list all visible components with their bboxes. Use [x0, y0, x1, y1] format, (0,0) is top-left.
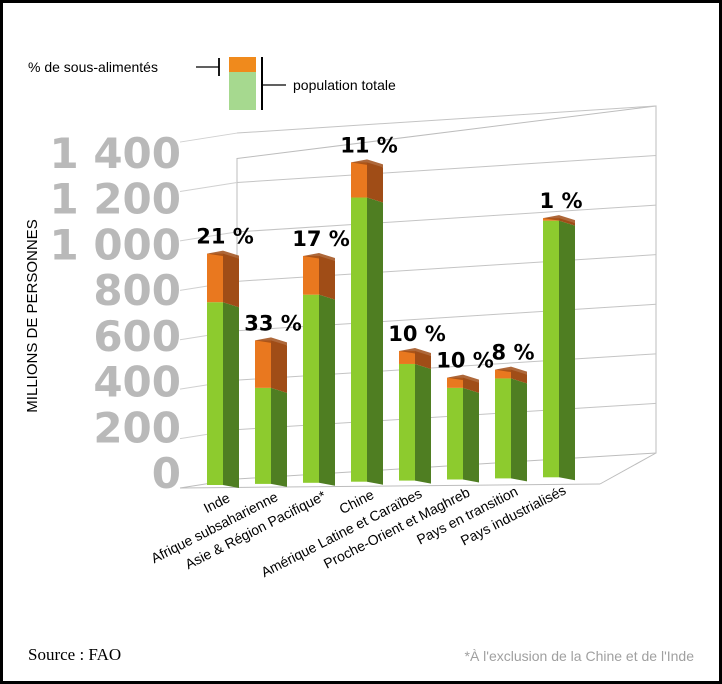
legend-swatch-population [229, 72, 256, 110]
grid-floor-front [179, 483, 601, 489]
bar-value-label: 8 % [492, 341, 535, 365]
bar-population-side [223, 302, 239, 488]
bar-population-front [303, 294, 319, 483]
bar-population-side [271, 387, 287, 487]
bar-population-front [351, 197, 367, 482]
bar-top-cap [207, 250, 239, 259]
bar-population-front [255, 387, 271, 484]
bar-value-label: 17 % [292, 227, 350, 251]
bar-top-cap [495, 366, 527, 375]
bar-population-side [511, 378, 527, 482]
bar-undernourished-side [367, 162, 383, 203]
grid-line [236, 204, 657, 233]
bar-undernourished-side [271, 340, 287, 393]
bar-undernourished-front [255, 340, 271, 388]
legend: % de sous-alimentés population totale [28, 57, 396, 110]
bars [207, 159, 575, 488]
legend-label-undernourished: % de sous-alimentés [28, 59, 158, 75]
bar-top-cap [303, 253, 335, 262]
bar-labels: 21 %33 %17 %11 %10 %10 %8 %1 % [196, 133, 582, 372]
bar-undernourished-side [223, 253, 239, 308]
source-note: Source : FAO [28, 645, 122, 664]
y-axis-label: MILLIONS DE PERSONNES [24, 219, 41, 412]
bar-value-label: 21 % [196, 225, 254, 249]
bar-top-cap [351, 159, 383, 168]
bar-population-side [319, 294, 335, 486]
grid-back-panel [236, 105, 657, 480]
bar-population-front [495, 378, 511, 479]
legend-label-population: population totale [293, 77, 396, 93]
footnote: *À l'exclusion de la Chine et de l'Inde [464, 648, 695, 664]
grid-side-line [179, 231, 238, 242]
bar-undernourished-front [447, 377, 463, 388]
y-tick-label: 400 [93, 358, 181, 407]
bar-population-front [207, 302, 223, 485]
bar-population-side [559, 220, 575, 481]
bar-undernourished-front [495, 369, 511, 379]
legend-swatch-undernourished [229, 57, 256, 72]
bar-top-cap [447, 374, 479, 383]
grid-side-line [179, 181, 238, 192]
bar-value-label: 10 % [388, 322, 446, 346]
bar-undernourished-front [543, 218, 559, 221]
bar-value-label: 10 % [436, 349, 494, 373]
bar-undernourished-side [415, 351, 431, 369]
bar-top-cap [255, 337, 287, 346]
bar-undernourished-side [511, 369, 527, 384]
bar-population-side [367, 197, 383, 485]
bar-population-front [447, 387, 463, 480]
bar-population-side [463, 387, 479, 483]
bar-undernourished-front [303, 256, 319, 295]
bar-undernourished-side [319, 256, 335, 300]
bar-top-cap [399, 348, 431, 357]
bar-undernourished-front [351, 162, 367, 198]
y-tick-label: 800 [93, 266, 181, 315]
y-tick-label: 1 200 [49, 175, 181, 224]
y-tick-label: 600 [93, 312, 181, 361]
y-tick-label: 1 400 [49, 129, 181, 178]
bar-value-label: 1 % [540, 189, 583, 213]
y-tick-label: 200 [93, 403, 181, 452]
bar-value-label: 11 % [340, 133, 398, 157]
bar-value-label: 33 % [244, 311, 302, 335]
bar-population-front [543, 220, 559, 478]
bar-population-side [415, 363, 431, 484]
bar-undernourished-front [399, 351, 415, 364]
grid-floor-right [599, 452, 657, 485]
bar-population-front [399, 363, 415, 481]
grid-line [236, 155, 657, 183]
y-tick-label: 0 [152, 449, 181, 498]
bar-top-cap [543, 215, 575, 224]
y-tick-label: 1 000 [49, 220, 181, 269]
bar-undernourished-front [207, 253, 223, 303]
grid-line [236, 105, 657, 134]
grid-side-line [179, 132, 238, 143]
